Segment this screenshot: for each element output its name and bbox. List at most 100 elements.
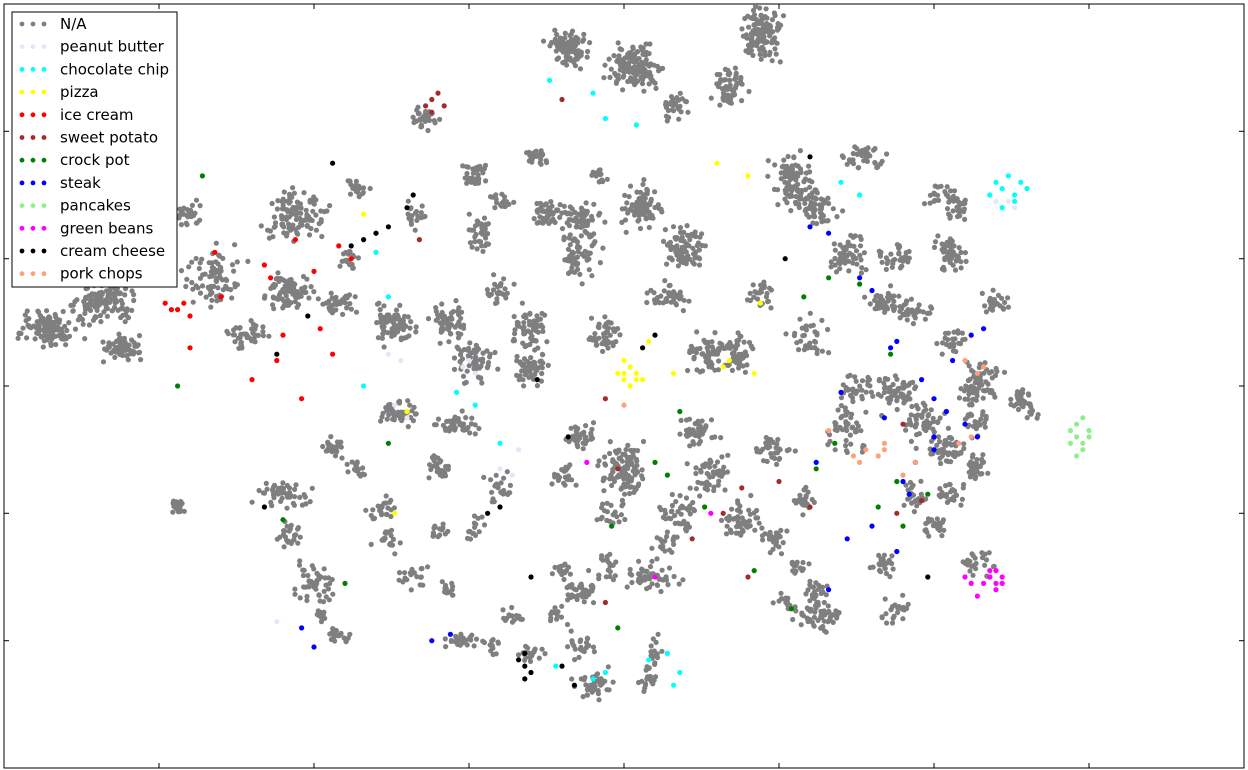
scatter-point-na (805, 606, 811, 613)
scatter-point-na (280, 480, 286, 486)
scatter-point-na (677, 225, 684, 231)
scatter-point-na (882, 596, 888, 602)
scatter-point-na (287, 494, 293, 500)
scatter-point-na (488, 477, 494, 483)
scatter-point-na (968, 464, 974, 470)
scatter-point-na (572, 209, 578, 215)
scatter-point-na (725, 452, 731, 458)
scatter-point-na (476, 176, 482, 182)
scatter-point-steak (826, 587, 832, 593)
scatter-point-na (775, 436, 781, 443)
scatter-point-na (961, 445, 967, 452)
scatter-point-na (425, 564, 431, 570)
scatter-point-na (794, 340, 800, 346)
scatter-point-pancakes (1074, 421, 1080, 427)
scatter-point-na (642, 67, 648, 73)
scatter-point-na (956, 199, 962, 206)
scatter-point-na (435, 534, 441, 540)
scatter-point-na (297, 558, 303, 564)
scatter-point-na (557, 202, 563, 208)
scatter-point-na (304, 597, 310, 604)
scatter-point-na (503, 295, 509, 301)
scatter-point-na (439, 309, 445, 316)
scatter-point-chocolate-chip (1005, 173, 1012, 179)
scatter-point-na (381, 319, 387, 325)
scatter-point-na (591, 241, 597, 247)
scatter-point-steak (981, 326, 987, 332)
scatter-point-na (966, 389, 973, 395)
scatter-point-cream-cheese (404, 205, 410, 211)
scatter-point-na (501, 198, 507, 204)
scatter-point-na (685, 367, 691, 374)
scatter-point-na (512, 327, 518, 333)
scatter-point-na (652, 661, 658, 668)
scatter-point-steak (900, 478, 906, 485)
scatter-point-na (646, 81, 652, 87)
scatter-point-na (693, 465, 699, 471)
scatter-point-na (735, 80, 741, 86)
scatter-point-na (894, 398, 900, 404)
scatter-point-na (430, 533, 436, 539)
scatter-point-na (962, 216, 968, 222)
scatter-point-na (514, 372, 520, 378)
scatter-point-na (718, 77, 724, 83)
scatter-point-na (819, 348, 826, 354)
scatter-point-na (679, 255, 685, 261)
scatter-point-na (271, 214, 277, 220)
scatter-point-na (303, 501, 309, 507)
scatter-point-chocolate-chip (590, 90, 596, 96)
scatter-point-na (298, 210, 304, 216)
scatter-point-sweet-potato (416, 237, 422, 243)
scatter-point-na (433, 464, 439, 470)
scatter-point-na (802, 187, 809, 193)
scatter-point-na (863, 389, 869, 395)
scatter-point-na (600, 501, 606, 507)
scatter-point-na (648, 73, 654, 79)
scatter-point-na (347, 191, 354, 197)
scatter-point-na (726, 517, 732, 523)
scatter-point-na (297, 201, 303, 207)
scatter-point-na (325, 586, 332, 592)
scatter-point-na (122, 292, 128, 298)
scatter-point-na (708, 95, 714, 101)
scatter-point-na (656, 68, 662, 74)
scatter-point-steak (311, 644, 317, 650)
scatter-point-na (775, 21, 781, 27)
scatter-point-na (644, 191, 650, 197)
scatter-point-na (650, 636, 656, 642)
scatter-point-na (837, 242, 843, 248)
scatter-point-na (409, 408, 415, 414)
scatter-point-na (410, 418, 416, 424)
scatter-point-na (832, 420, 838, 426)
scatter-point-na (629, 460, 635, 466)
scatter-point-sweet-potato (429, 96, 435, 103)
scatter-point-na (573, 215, 579, 221)
scatter-point-na (855, 423, 862, 429)
scatter-point-na (37, 313, 43, 319)
scatter-point-cream-cheese (261, 504, 267, 510)
scatter-point-na (610, 469, 616, 475)
scatter-point-na (615, 76, 622, 82)
scatter-point-na (521, 324, 527, 330)
scatter-point-na (587, 40, 593, 46)
scatter-point-na (588, 432, 594, 439)
scatter-point-na (352, 294, 358, 300)
scatter-point-na (419, 203, 425, 209)
scatter-point-na (853, 248, 860, 254)
scatter-point-na (610, 679, 616, 685)
scatter-point-na (797, 166, 804, 172)
scatter-point-ice-cream (162, 300, 168, 306)
scatter-point-na (1008, 396, 1014, 402)
scatter-point-na (654, 556, 660, 562)
scatter-point-na (573, 224, 579, 230)
scatter-point-na (460, 427, 466, 433)
scatter-point-na (213, 240, 219, 246)
scatter-point-na (757, 51, 763, 58)
scatter-point-na (473, 354, 479, 360)
scatter-point-na (865, 145, 871, 151)
scatter-point-na (604, 500, 610, 506)
scatter-point-na (426, 475, 432, 481)
scatter-point-na (534, 383, 541, 389)
scatter-point-na (696, 255, 702, 261)
scatter-point-na (407, 325, 413, 331)
